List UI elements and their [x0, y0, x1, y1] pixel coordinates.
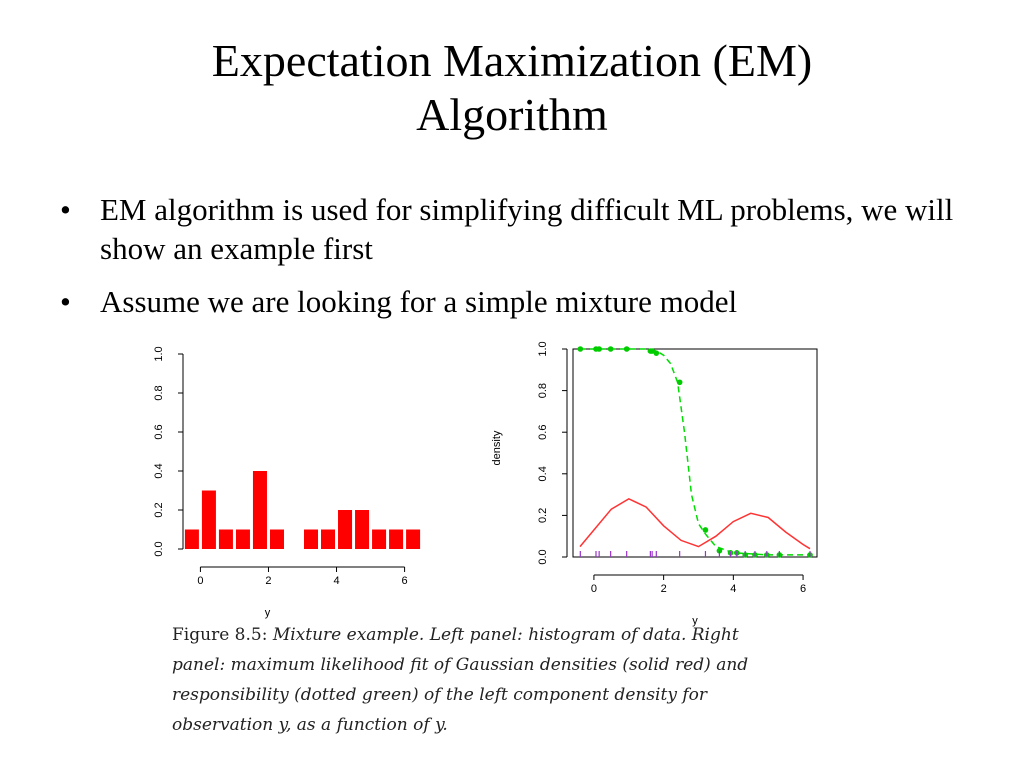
x-axis-label: y: [692, 615, 698, 627]
histogram-bar: [201, 490, 216, 549]
x-tick-label: 2: [661, 583, 667, 595]
y-tick-label: 0.8: [537, 383, 549, 398]
histogram-panel: 0.0 0.2 0.4 0.6 0.8 1.0 0 2 4 6 y: [153, 346, 421, 619]
y-tick-label: 1.0: [153, 346, 165, 361]
caption-text: Mixture example. Left panel: histogram o…: [172, 625, 749, 735]
y-axis-label: density: [491, 430, 503, 465]
responsibility-point: [577, 346, 584, 352]
y-tick-label: 0.2: [537, 508, 549, 523]
y-tick-label: 0.6: [537, 425, 549, 440]
bullet-item: • Assume we are looking for a simple mix…: [60, 282, 960, 321]
y-tick-label: 1.0: [537, 341, 549, 356]
x-tick-label: 6: [800, 583, 806, 595]
histogram-bar: [372, 529, 387, 549]
y-tick-label: 0.0: [153, 541, 165, 556]
y-tick-label: 0.2: [153, 502, 165, 517]
plot-frame: [572, 348, 818, 558]
x-axis-label: y: [265, 607, 271, 619]
x-tick-label: 4: [730, 583, 736, 595]
histogram-bar: [321, 529, 336, 549]
y-tick-label: 0.4: [153, 463, 165, 478]
bullet-text: Assume we are looking for a simple mixtu…: [100, 284, 738, 319]
bullet-item: • EM algorithm is used for simplifying d…: [60, 190, 960, 268]
bullet-list: • EM algorithm is used for simplifying d…: [60, 190, 960, 335]
x-tick-label: 4: [333, 575, 339, 587]
histogram-bar: [389, 529, 404, 549]
responsibility-point: [607, 346, 614, 352]
density-panel: 0.0 0.2 0.4 0.6 0.8 1.0 0 2 4 6 y density: [491, 341, 818, 627]
histogram-bar: [304, 529, 319, 549]
histogram-bar: [252, 471, 267, 549]
bullet-icon: •: [60, 192, 71, 227]
y-tick-label: 0.0: [537, 549, 549, 564]
bullet-icon: •: [60, 284, 71, 319]
responsibility-point: [649, 348, 655, 354]
title-line-2: Algorithm: [416, 89, 608, 140]
y-tick-label: 0.8: [153, 385, 165, 400]
slide-title: Expectation Maximization (EM) Algorithm: [0, 34, 1024, 142]
x-tick-label: 6: [402, 575, 408, 587]
histogram-bar: [184, 529, 199, 549]
density-line: [579, 497, 811, 550]
x-tick-label: 2: [265, 575, 271, 587]
histogram-bar: [355, 510, 370, 549]
histogram-bar: [338, 510, 353, 549]
responsibility-point: [653, 350, 660, 356]
histogram-bar: [406, 529, 421, 549]
responsibility-point: [623, 346, 630, 352]
histogram-bar: [235, 529, 250, 549]
histogram-bar: [269, 529, 284, 549]
title-line-1: Expectation Maximization (EM): [211, 35, 813, 86]
x-tick-label: 0: [197, 575, 203, 587]
bullet-text: EM algorithm is used for simplifying dif…: [100, 192, 954, 266]
histogram-bar: [218, 529, 233, 549]
responsibility-point: [702, 527, 709, 533]
y-tick-label: 0.4: [537, 466, 549, 481]
responsibility-point: [676, 379, 683, 386]
x-tick-label: 0: [591, 583, 597, 595]
responsibility-point: [596, 346, 602, 352]
caption-figure-label: Figure 8.5:: [172, 625, 268, 645]
responsibility-point: [716, 547, 723, 554]
y-tick-label: 0.6: [153, 424, 165, 439]
figure-caption: Figure 8.5: Mixture example. Left panel:…: [172, 620, 752, 740]
